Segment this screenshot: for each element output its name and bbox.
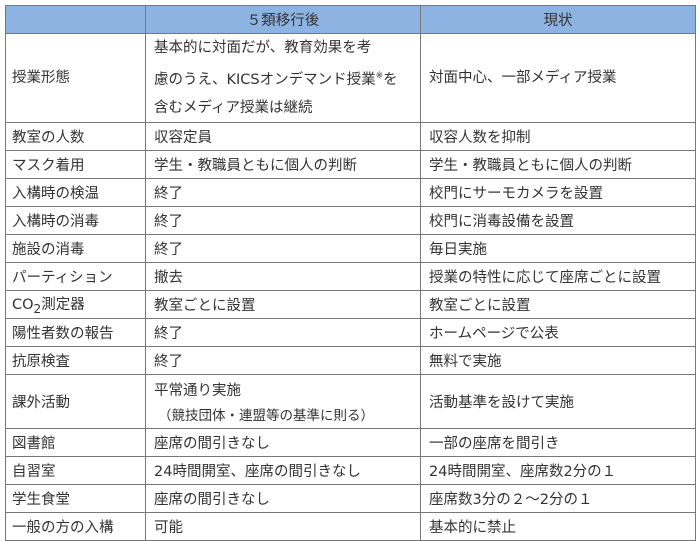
row-item: 抗原検査: [5, 345, 146, 375]
item-suffix: 測定器: [41, 296, 85, 313]
after-main: 平常通り実施: [154, 382, 241, 399]
item-prefix: CO: [12, 296, 34, 313]
after-line: を: [383, 71, 398, 88]
table-header-row: ５類移行後 現状: [5, 5, 696, 34]
table-row: 図書館 座席の間引きなし 一部の座席を間引き: [5, 427, 696, 457]
row-item: パーティション: [5, 261, 146, 291]
table-row: 抗原検査 終了 無料で実施: [5, 345, 696, 375]
after-line: 慮のうえ、KICSオンデマンド授業: [154, 71, 376, 88]
table-row: パーティション 撤去 授業の特性に応じて座席ごとに設置: [5, 261, 696, 291]
row-item: 一般の方の入構: [5, 511, 146, 541]
row-item: 陽性者数の報告: [5, 317, 146, 347]
table-row: 入構時の検温 終了 校門にサーモカメラを設置: [5, 177, 696, 207]
row-current: 教室ごとに設置: [420, 289, 696, 319]
row-item: CO2測定器: [5, 289, 146, 319]
row-after: 座席の間引きなし: [145, 427, 421, 457]
table-row: マスク着用 学生・教職員ともに個人の判断 学生・教職員ともに個人の判断: [5, 149, 696, 179]
row-after: 終了: [145, 233, 421, 263]
row-item: 学生食堂: [5, 483, 146, 513]
row-after: 基本的に対面だが、教育効果を考 慮のうえ、KICSオンデマンド授業※を 含むメデ…: [145, 33, 421, 123]
row-after: 24時間開室、座席の間引きなし: [145, 455, 421, 485]
header-current: 現状: [420, 5, 696, 34]
row-after: 終了: [145, 345, 421, 375]
after-line: 基本的に対面だが、教育効果を考: [154, 40, 372, 56]
row-after: 平常通り実施 （競技団体・連盟等の基準に則る）: [145, 373, 421, 429]
table-row: 入構時の消毒 終了 校門に消毒設備を設置: [5, 205, 696, 235]
row-current: 対面中心、一部メディア授業: [420, 33, 696, 123]
row-current: 収容人数を抑制: [420, 121, 696, 151]
row-item: 自習室: [5, 455, 146, 485]
row-current: 校門にサーモカメラを設置: [420, 177, 696, 207]
row-item: マスク着用: [5, 149, 146, 179]
row-current: 座席数3分の２～2分の１: [420, 483, 696, 513]
row-item: 授業形態: [5, 33, 146, 123]
row-after: 教室ごとに設置: [145, 289, 421, 319]
row-current: 学生・教職員ともに個人の判断: [420, 149, 696, 179]
table-row: 施設の消毒 終了 毎日実施: [5, 233, 696, 263]
row-after: 学生・教職員ともに個人の判断: [145, 149, 421, 179]
comparison-table: ５類移行後 現状 授業形態 基本的に対面だが、教育効果を考 慮のうえ、KICSオ…: [5, 5, 696, 541]
row-current: 無料で実施: [420, 345, 696, 375]
table-row: 教室の人数 収容定員 収容人数を抑制: [5, 121, 696, 151]
row-after: 可能: [145, 511, 421, 541]
row-current: 活動基準を設けて実施: [420, 373, 696, 429]
table-row: 課外活動 平常通り実施 （競技団体・連盟等の基準に則る） 活動基準を設けて実施: [5, 373, 696, 429]
table-row: 自習室 24時間開室、座席の間引きなし 24時間開室、座席数2分の１: [5, 455, 696, 485]
row-item: 施設の消毒: [5, 233, 146, 263]
row-current: 24時間開室、座席数2分の１: [420, 455, 696, 485]
header-item: [5, 5, 146, 34]
row-after: 収容定員: [145, 121, 421, 151]
after-line: 含むメディア授業は継続: [154, 99, 313, 116]
table-row: 陽性者数の報告 終了 ホームページで公表: [5, 317, 696, 347]
item-subscript: 2: [33, 301, 42, 316]
row-current: 授業の特性に応じて座席ごとに設置: [420, 261, 696, 291]
row-after: 終了: [145, 177, 421, 207]
note-mark: ※: [375, 71, 384, 81]
row-after: 終了: [145, 205, 421, 235]
table-row: 学生食堂 座席の間引きなし 座席数3分の２～2分の１: [5, 483, 696, 513]
row-current: 毎日実施: [420, 233, 696, 263]
row-current: ホームページで公表: [420, 317, 696, 347]
table-row: CO2測定器 教室ごとに設置 教室ごとに設置: [5, 289, 696, 319]
table-row: 一般の方の入構 可能 基本的に禁止: [5, 511, 696, 541]
row-item: 入構時の検温: [5, 177, 146, 207]
row-current: 校門に消毒設備を設置: [420, 205, 696, 235]
row-after: 終了: [145, 317, 421, 347]
row-after: 座席の間引きなし: [145, 483, 421, 513]
row-item: 図書館: [5, 427, 146, 457]
row-current: 基本的に禁止: [420, 511, 696, 541]
row-item: 課外活動: [5, 373, 146, 429]
after-sub: （競技団体・連盟等の基準に則る）: [158, 407, 374, 424]
row-after: 撤去: [145, 261, 421, 291]
row-current: 一部の座席を間引き: [420, 427, 696, 457]
header-after-category5: ５類移行後: [145, 5, 421, 34]
row-item: 入構時の消毒: [5, 205, 146, 235]
row-item: 教室の人数: [5, 121, 146, 151]
table-row: 授業形態 基本的に対面だが、教育効果を考 慮のうえ、KICSオンデマンド授業※を…: [5, 33, 696, 123]
